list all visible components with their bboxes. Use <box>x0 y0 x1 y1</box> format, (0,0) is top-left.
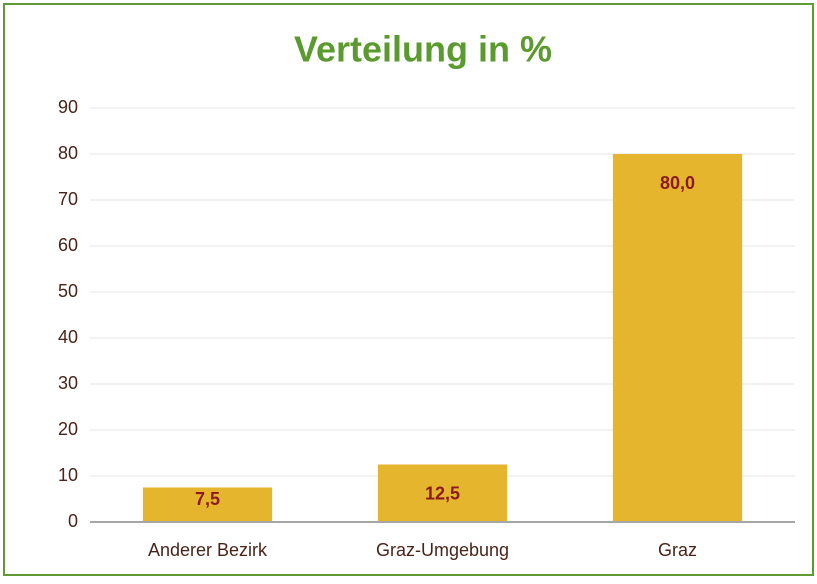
bar <box>377 464 508 522</box>
y-tick-label: 40 <box>58 327 78 347</box>
y-tick-label: 20 <box>58 419 78 439</box>
x-tick-label: Anderer Bezirk <box>148 540 268 560</box>
data-label: 7,5 <box>195 489 220 509</box>
chart-title: Verteilung in % <box>294 29 552 70</box>
x-tick-label: Graz-Umgebung <box>376 540 509 560</box>
data-label: 12,5 <box>425 483 460 503</box>
y-tick-label: 30 <box>58 373 78 393</box>
y-tick-label: 50 <box>58 281 78 301</box>
y-tick-label: 80 <box>58 143 78 163</box>
y-tick-label: 10 <box>58 465 78 485</box>
y-tick-label: 70 <box>58 189 78 209</box>
x-tick-label: Graz <box>658 540 697 560</box>
y-tick-label: 90 <box>58 97 78 117</box>
y-tick-label: 0 <box>68 511 78 531</box>
bar <box>612 154 743 522</box>
y-tick-label: 60 <box>58 235 78 255</box>
bar <box>142 487 273 522</box>
data-label: 80,0 <box>660 173 695 193</box>
